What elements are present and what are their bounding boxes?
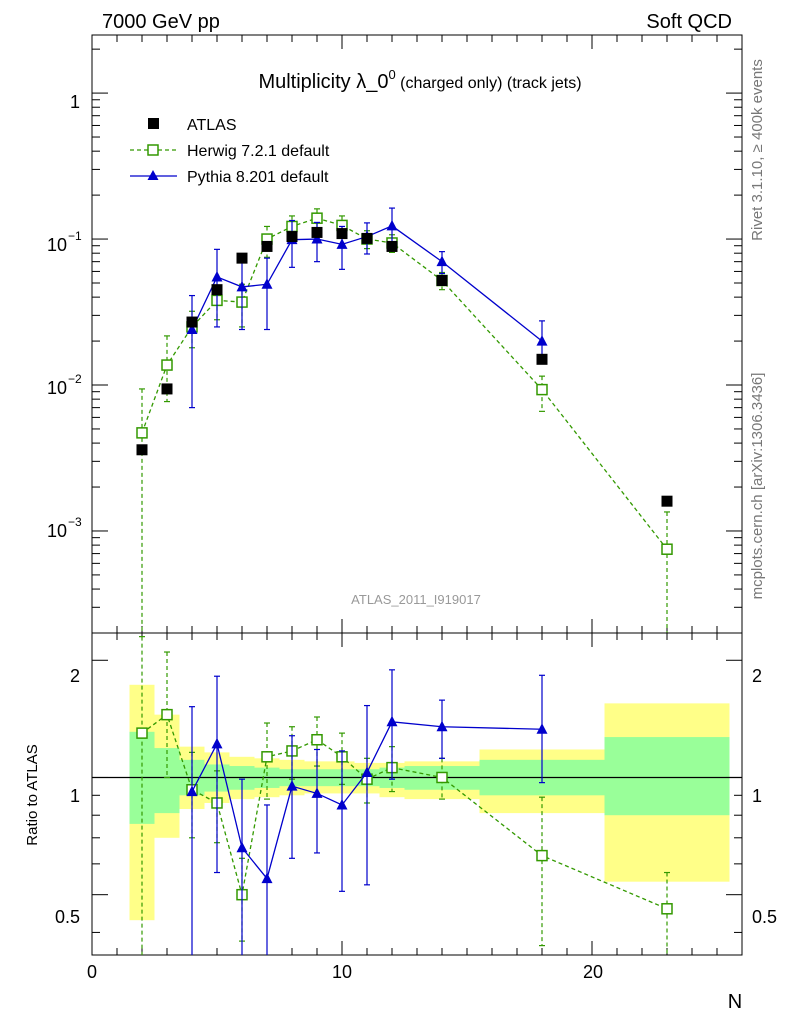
main-atlas-point-18	[536, 353, 548, 365]
main-panel	[91, 34, 743, 634]
main-atlas-point-8	[286, 231, 298, 243]
legend-atlas-marker	[148, 118, 159, 129]
ytick-label-0.01: 10	[47, 378, 67, 398]
main-atlas-point-2	[136, 444, 148, 456]
ratio-pythia-point-8	[286, 780, 298, 791]
ratio-ytick-right-1: 1	[752, 786, 762, 806]
ytick-label-0.1-exp: −1	[68, 229, 82, 243]
main-atlas-point-9	[311, 226, 323, 238]
legend-atlas-label: ATLAS	[187, 117, 237, 134]
main-pythia-point-18	[536, 335, 548, 346]
ratio-pythia-point-14	[436, 720, 448, 732]
main-pythia-point-12	[386, 219, 398, 231]
ratio-pythia-point-9	[311, 787, 323, 798]
header-right-label: Soft QCD	[646, 11, 732, 33]
legend-herwig-label: Herwig 7.2.1 default	[187, 143, 330, 160]
ytick-label-0.1-base: 10	[47, 235, 67, 255]
ratio-pythia-point-4	[186, 785, 198, 797]
main-atlas-point-4	[186, 316, 198, 328]
ytick-label-0.01-base: 10	[47, 378, 67, 398]
main-atlas-point-3	[161, 383, 173, 395]
ratio-band-green-13	[604, 737, 730, 816]
header-left-label: 7000 GeV pp	[102, 11, 220, 33]
main-herwig-point-9	[311, 212, 323, 224]
xtick-label-0: 0	[87, 962, 97, 982]
ratio-herwig-point-23	[661, 903, 673, 915]
main-herwig-point-23	[661, 543, 673, 555]
main-herwig-point-3	[161, 359, 173, 371]
main-atlas-point-11	[361, 232, 373, 244]
rivet-version-label: Rivet 3.1.10, ≥ 400k events	[749, 59, 766, 241]
ratio-ytick-left-1: 1	[70, 786, 80, 806]
ratio-panel	[91, 632, 743, 956]
chart-title: Multiplicity λ_00 (charged only) (track …	[258, 67, 581, 93]
main-atlas-point-7	[261, 240, 273, 252]
main-atlas-point-14	[436, 275, 448, 287]
ratio-ytick-right-2: 2	[752, 666, 762, 686]
source-label: mcplots.cern.ch [arXiv:1306.3436]	[749, 373, 766, 600]
main-atlas-point-6	[236, 252, 248, 264]
main-pythia-point-5	[211, 270, 223, 282]
legend-herwig-marker	[147, 144, 159, 156]
ytick-label-0.001-exp: −3	[68, 515, 82, 529]
ratio-herwig-point-2	[136, 727, 148, 739]
main-pythia-point-14	[436, 255, 448, 267]
ratio-pythia-point-18	[536, 723, 548, 734]
analysis-label: ATLAS_2011_I919017	[351, 592, 481, 607]
ratio-pythia-point-12	[386, 715, 398, 727]
ratio-pythia-point-10	[336, 798, 348, 810]
main-atlas-point-12	[386, 240, 398, 252]
ytick-label-0.001: 10	[47, 521, 67, 541]
ratio-pythia-point-5	[211, 737, 223, 749]
main-herwig-point-18	[536, 383, 548, 396]
main-pythia-point-4	[186, 323, 198, 335]
ratio-pythia-point-6	[236, 841, 248, 853]
ratio-herwig-point-14	[436, 771, 448, 784]
x-axis-label: N	[728, 991, 742, 1013]
ratio-ytick-left-0.5: 0.5	[55, 907, 80, 927]
legend-pythia-label: Pythia 8.201 default	[187, 169, 329, 186]
main-atlas-point-23	[661, 495, 673, 507]
ratio-pythia-point-7	[261, 872, 273, 884]
chart-title-main: Multiplicity λ_0	[258, 71, 388, 93]
ytick-label-0.1: 10	[47, 235, 67, 255]
main-pythia-point-9	[311, 233, 323, 244]
chart-title-sub: (charged only) (track jets)	[396, 75, 582, 92]
ytick-label-1-base: 1	[70, 92, 80, 112]
legend: ATLAS Herwig 7.2.1 default Pythia 8.201 …	[130, 117, 330, 186]
main-pythia-point-6	[236, 280, 248, 292]
ratio-herwig-point-7	[261, 751, 273, 763]
main-herwig-line	[141, 217, 668, 550]
ratio-herwig-point-3	[161, 708, 173, 721]
main-pythia-point-10	[336, 238, 348, 249]
ratio-herwig-point-9	[311, 733, 323, 746]
main-atlas-point-5	[211, 284, 223, 296]
ratio-pythia-point-11	[361, 766, 373, 777]
ratio-ylabel: Ratio to ATLAS	[24, 744, 41, 845]
xtick-label-10: 10	[332, 962, 352, 982]
xtick-label-20: 20	[583, 962, 603, 982]
main-atlas-point-10	[336, 228, 348, 240]
ratio-ytick-right-0.5: 0.5	[752, 907, 777, 927]
ytick-label-1: 1	[70, 92, 80, 112]
main-pythia-point-7	[261, 278, 273, 289]
chart-title-sup: 0	[388, 67, 395, 82]
ratio-herwig-point-18	[536, 849, 548, 862]
ytick-label-0.001-base: 10	[47, 521, 67, 541]
ytick-label-0.01-exp: −2	[68, 372, 82, 386]
legend-pythia-marker	[147, 170, 159, 180]
main-herwig-point-2	[136, 427, 148, 439]
ratio-ytick-left-2: 2	[70, 666, 80, 686]
